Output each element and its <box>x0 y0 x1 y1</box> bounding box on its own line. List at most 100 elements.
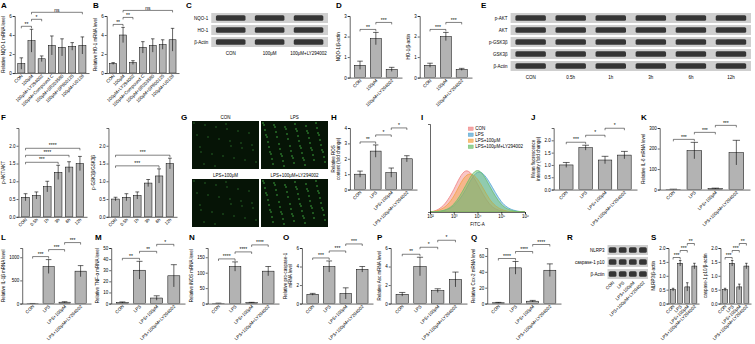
bar <box>112 199 120 217</box>
cell-signal <box>271 158 272 159</box>
tick-group: 10³ <box>451 212 458 219</box>
error-bar <box>712 188 719 190</box>
sig-bracket <box>65 243 81 245</box>
tick <box>485 304 487 305</box>
tick-group: 50 <box>103 246 111 251</box>
category-label: LPS <box>508 304 518 314</box>
axis-title-line: Relative NQO-1 mRNA level <box>1 16 6 73</box>
cell-signal <box>323 156 324 157</box>
blot-band <box>515 27 545 33</box>
category-label: LPS <box>228 304 238 314</box>
tick-label: 1.5 <box>544 151 551 156</box>
tick <box>206 273 208 274</box>
category-label: LPS+100μM+LY294002 <box>233 304 271 342</box>
tick <box>300 304 302 305</box>
tick-label: 1.5 <box>711 260 718 265</box>
error-bar <box>141 42 144 53</box>
panel: H01234CONLPSLPS+100μMLPS+100μM+LY294002R… <box>331 113 418 227</box>
axis-line <box>418 17 421 79</box>
cell-signal <box>204 124 205 125</box>
cell-signal <box>272 221 273 222</box>
panel: L05001000CONLPSLPS+100μMLPS+100μM+LY2940… <box>1 233 92 341</box>
error-bar <box>495 302 501 304</box>
bar <box>76 164 84 217</box>
error-bar <box>121 27 124 42</box>
axis-line <box>105 17 108 74</box>
tick <box>16 146 18 147</box>
tick-label: 1.0 <box>544 163 551 168</box>
panel-label: K <box>641 113 647 122</box>
tick-group: 100 <box>649 167 660 172</box>
marks <box>424 32 467 77</box>
legend-swatch <box>468 145 473 149</box>
sig-bracket <box>235 252 252 254</box>
error-bar <box>137 261 143 279</box>
axis-line <box>660 190 750 191</box>
plot: 0204060CONLPSLPS+100μMLPS+100μM+LY294002… <box>471 239 562 342</box>
tick <box>109 259 111 260</box>
cell-signal <box>268 146 269 147</box>
sig-bracket <box>252 245 269 247</box>
tick <box>348 78 350 79</box>
sig-label: *** <box>681 134 687 140</box>
tick-label: 0 <box>482 302 485 307</box>
tick <box>109 270 111 271</box>
blot-band <box>716 39 746 45</box>
tick <box>658 128 660 129</box>
blot-band <box>676 51 706 57</box>
panel: K0100200300CONLPSLPS+100μMLPS+100μM+LY29… <box>641 113 751 227</box>
cell-signal <box>193 180 194 181</box>
tick-group: LPS+100μM+LY294002 <box>372 190 410 228</box>
axis: CONLPSLPS+100μMLPS+100μM+LY294002 <box>208 304 279 342</box>
tick-group: 1.5 <box>544 151 553 156</box>
sig-bracket <box>313 258 330 260</box>
plot: 050100150CONLPSLPS+100μMLPS+100μM+LY2940… <box>189 239 280 341</box>
cell-signal <box>311 149 312 150</box>
tick-group: CON <box>210 304 221 315</box>
plot: 10²10³10⁴10⁵10⁶FITC-ACONLPSLPS+100μMLPS+… <box>427 125 529 228</box>
blot-lane-label: 12h <box>727 75 735 80</box>
cell-signal <box>321 149 322 150</box>
sig-bracket <box>140 251 157 253</box>
tick <box>20 280 22 281</box>
tick <box>13 16 15 17</box>
axis-line <box>109 249 112 305</box>
sig-label: * <box>164 239 166 245</box>
category-label: 100μM <box>435 78 449 92</box>
tick <box>109 304 111 305</box>
error-bar <box>530 300 536 302</box>
tick-group: 100μM <box>435 78 449 92</box>
bar <box>144 183 152 217</box>
bar <box>666 189 681 190</box>
axis-line <box>666 249 669 305</box>
cell-signal <box>317 190 318 191</box>
category-label: 6h <box>64 217 71 224</box>
cell-signal <box>294 123 295 124</box>
tick-label: 0.0 <box>99 215 106 220</box>
bar <box>527 301 539 303</box>
cell-signal <box>318 192 319 193</box>
tick-label: 6 <box>296 246 299 251</box>
cell-signal <box>313 159 314 160</box>
cell-signal <box>308 137 309 138</box>
blot-row-label: NLRP3 <box>590 248 605 253</box>
blot-strip <box>211 37 328 47</box>
axis-title: Relative IL-1β mRNA level <box>1 249 6 302</box>
axis-line <box>112 304 186 305</box>
sig-bracket <box>32 12 83 14</box>
axis: CONLPSLPS+100μMLPS+100μM+LY294002 <box>112 304 186 342</box>
cell-signal <box>226 128 227 129</box>
axis-title-line: intensity (fold change) <box>536 136 541 181</box>
sig-bracket <box>21 26 31 28</box>
blot-band <box>216 27 246 33</box>
blot-band <box>629 247 637 253</box>
blot-strip <box>511 25 751 35</box>
cell-signal <box>211 211 212 212</box>
panel: GCONLPSLPS+100μMLPS+100μM+LY294002 <box>181 113 328 227</box>
error-bar <box>24 194 28 201</box>
cell-signal <box>307 132 308 133</box>
axis-title-line: Relative TNF-α mRNA level <box>95 248 100 303</box>
category-label: CON <box>25 304 36 315</box>
sig-label: ** <box>116 19 120 25</box>
sig-label: *** <box>38 251 44 257</box>
